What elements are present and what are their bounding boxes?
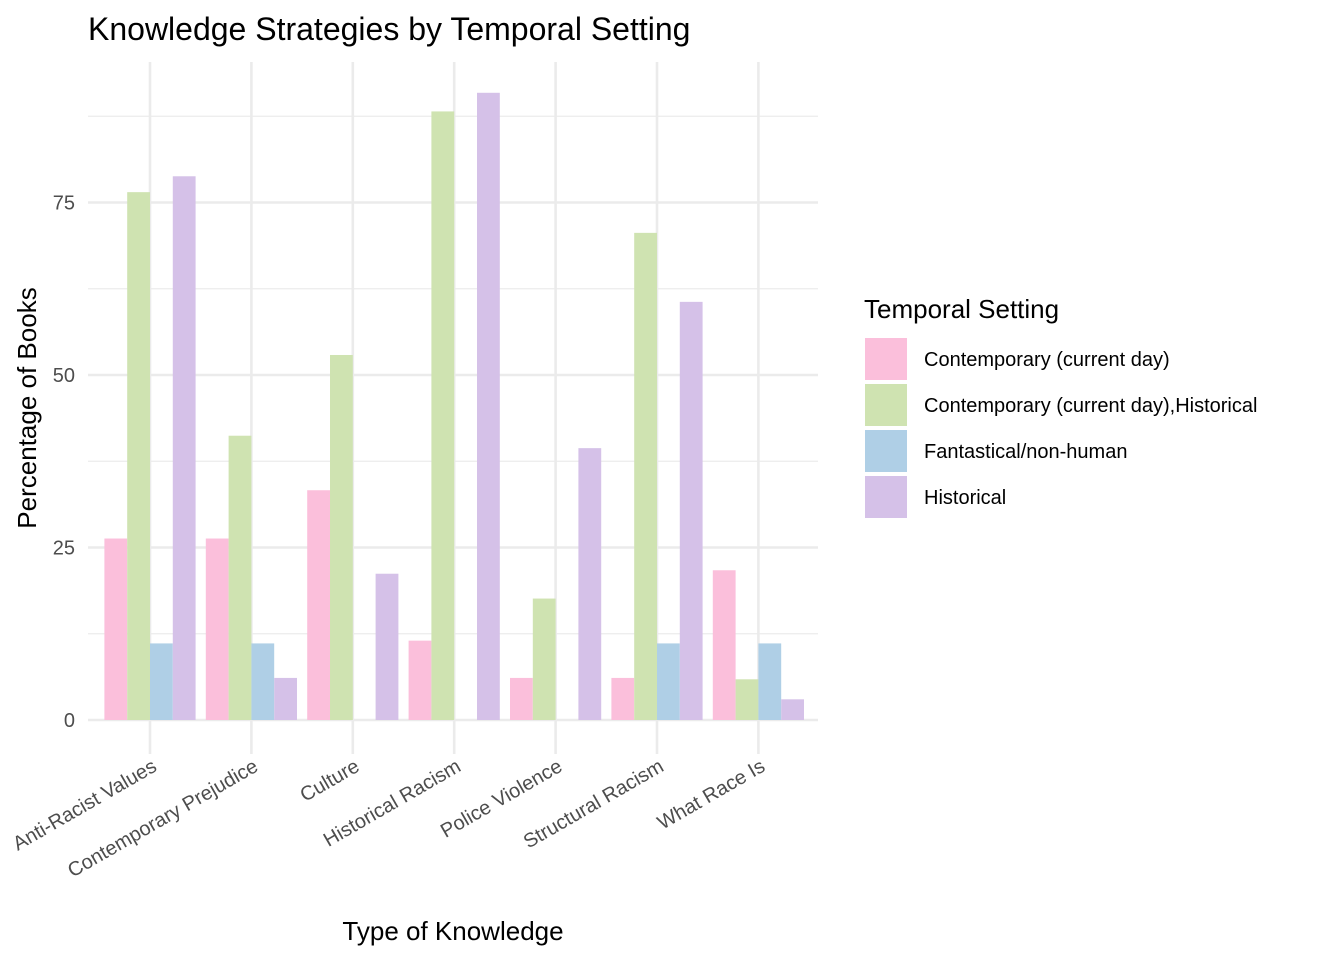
bar: [477, 92, 500, 721]
legend-label: Contemporary (current day),Historical: [924, 395, 1257, 417]
y-tick-label: 75: [53, 193, 75, 215]
legend-items: Contemporary (current day) Contemporary (…: [865, 338, 1257, 518]
y-tick-label: 0: [64, 710, 75, 732]
bar: [330, 354, 353, 720]
bar: [375, 573, 399, 720]
legend: Temporal Setting Contemporary (current d…: [864, 294, 1257, 518]
bars: [104, 92, 804, 721]
bar: [150, 643, 173, 720]
legend-label: Fantastical/non-human: [924, 441, 1127, 463]
legend-label: Contemporary (current day): [924, 349, 1170, 371]
x-tick-label: Contemporary Prejudice: [64, 755, 262, 882]
bar: [172, 176, 196, 720]
bar: [228, 435, 252, 720]
legend-swatch: [865, 384, 907, 426]
bar: [532, 598, 556, 720]
legend-swatch: [865, 476, 907, 518]
x-axis-title: Type of Knowledge: [342, 916, 563, 946]
bar: [205, 538, 229, 720]
bar: [104, 538, 128, 720]
x-tick-label: Culture: [296, 755, 363, 806]
bar: [307, 490, 330, 720]
x-tick-label: What Race Is: [654, 755, 769, 834]
y-tick-label: 50: [53, 365, 75, 387]
y-tick-label: 25: [53, 538, 75, 560]
chart-title: Knowledge Strategies by Temporal Setting: [88, 11, 690, 47]
bar: [578, 448, 602, 720]
bar: [657, 643, 680, 720]
bar: [781, 699, 804, 720]
bar: [634, 232, 657, 721]
legend-label: Historical: [924, 487, 1006, 509]
legend-title: Temporal Setting: [864, 294, 1059, 324]
bar: [431, 111, 455, 721]
bar: [611, 677, 635, 720]
bar: [712, 570, 736, 720]
y-axis-title: Percentage of Books: [12, 287, 42, 528]
y-axis-tick-labels: 0 25 50 75: [53, 193, 75, 733]
legend-swatch: [865, 430, 907, 472]
bar: [735, 679, 759, 720]
bar: [679, 301, 703, 720]
bar: [758, 643, 782, 720]
bar: [408, 640, 432, 720]
bar: [127, 192, 150, 720]
bar: [510, 677, 533, 720]
bar: [274, 677, 297, 720]
legend-swatch: [865, 338, 907, 380]
bar: [251, 643, 275, 720]
